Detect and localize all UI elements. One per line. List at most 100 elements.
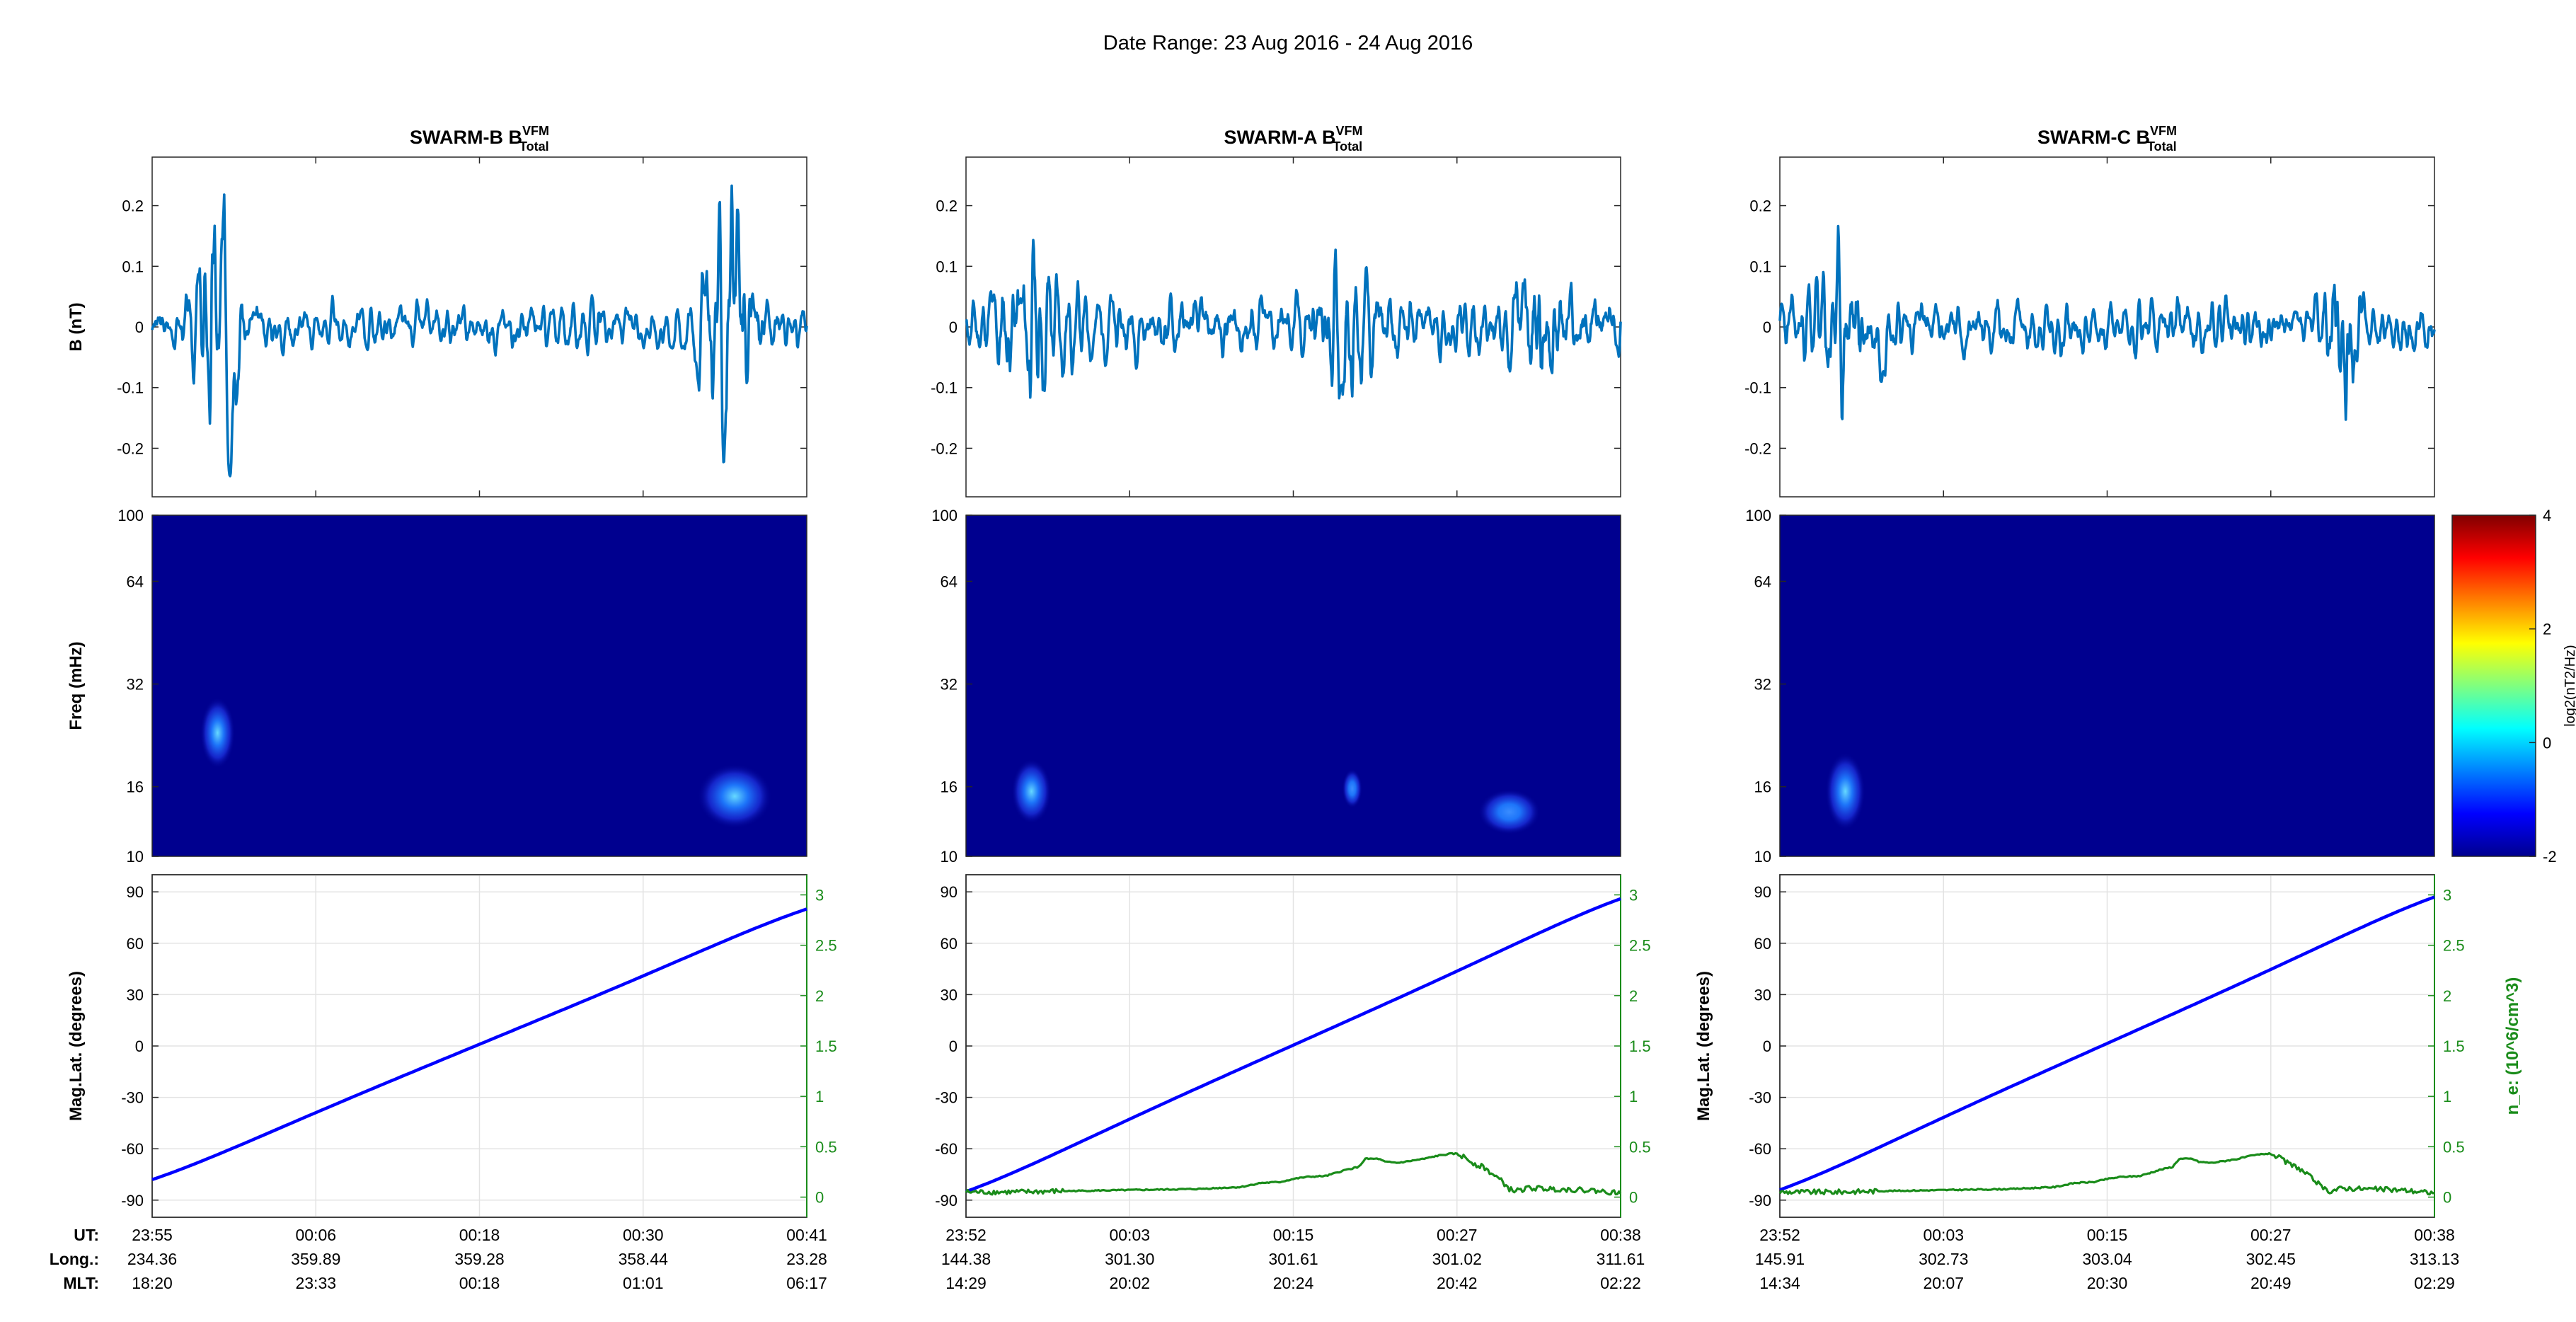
footer-mlt-label: 20:07	[1923, 1274, 1964, 1292]
orbit-right-ytick-label: 2.5	[1629, 937, 1651, 955]
orbit-ytick-label: 60	[941, 935, 958, 953]
panel-title-main: SWARM-A B	[1224, 127, 1336, 148]
orbit-ytick-label: -90	[935, 1192, 958, 1209]
footer-mlt-label: 01:01	[623, 1274, 664, 1292]
footer-long-label: 234.36	[127, 1250, 177, 1268]
orbit-ytick-label: -60	[121, 1140, 144, 1158]
spectrogram-blob	[1478, 789, 1541, 835]
orbit-right-ytick-label: 0	[2443, 1189, 2451, 1207]
b-total-trace	[965, 238, 1622, 400]
footer-mlt-label: 20:30	[2087, 1274, 2128, 1292]
panel-title-sub: Total	[2147, 139, 2177, 154]
orbit-ylabel: Mag.Lat. (degrees)	[67, 971, 86, 1121]
footer-mlt-label: 14:34	[1759, 1274, 1800, 1292]
orbit-ytick-label: -90	[121, 1192, 144, 1209]
orbit-ytick-label: -90	[1749, 1192, 1771, 1209]
colorbar	[2451, 515, 2536, 857]
panel-title-sup: VFM	[2150, 124, 2177, 138]
footer-long-label: 303.04	[2082, 1250, 2132, 1268]
colorbar-tick-label: 4	[2543, 507, 2551, 524]
orbit-right-ytick-label: 3	[2443, 886, 2451, 904]
orbit-right-ytick-label: 2	[1629, 987, 1638, 1005]
b-ytick-label: 0.1	[122, 258, 144, 275]
orbit-ytick-label: 90	[941, 883, 958, 901]
footer-ut-label: 00:15	[2087, 1226, 2128, 1244]
footer-mlt-label: 14:29	[945, 1274, 987, 1292]
footer-ut-label: 00:15	[1273, 1226, 1314, 1244]
orbit-right-ytick-label: 2.5	[2443, 937, 2465, 955]
figure-title: Date Range: 23 Aug 2016 - 24 Aug 2016	[1103, 32, 1473, 54]
footer-long-label: 359.89	[291, 1250, 340, 1268]
orbit-ytick-label: 60	[127, 935, 144, 953]
panel-swarm-c: SWARM-C BVFM Total0.20.10-0.1-0.210064321…	[1694, 124, 2522, 1292]
b-ytick-label: -0.2	[117, 439, 144, 457]
footer-long-label: 301.61	[1268, 1250, 1318, 1268]
footer-ut-label: 00:27	[1437, 1226, 1478, 1244]
spec-ytick-label: 64	[127, 573, 144, 590]
orbit-right-ytick-label: 0.5	[1629, 1138, 1651, 1156]
orbit-ytick-label: -60	[935, 1140, 958, 1158]
b-total-trace	[1778, 224, 2436, 421]
b-ytick-label: 0.2	[1749, 197, 1771, 215]
b-total-trace	[151, 184, 808, 478]
footer-mlt-label: 02:29	[2414, 1274, 2455, 1292]
orbit-right-ylabel: n_e: (10^6/cm^3)	[2503, 977, 2522, 1115]
orbit-right-ytick-label: 1.5	[815, 1038, 837, 1055]
footer-mlt-label: 18:20	[132, 1274, 173, 1292]
spec-ytick-label: 64	[1754, 573, 1771, 590]
footer-ut-label: 23:52	[1759, 1226, 1800, 1244]
mlat-line	[151, 907, 807, 1181]
spec-ytick-label: 32	[127, 676, 144, 694]
b-ytick-label: -0.1	[931, 379, 958, 397]
b-ytick-label: 0.1	[936, 258, 958, 275]
ne-line	[965, 1151, 1622, 1196]
footer-ut-label: 00:41	[786, 1226, 827, 1244]
colorbar-tick-label: 2	[2543, 621, 2551, 638]
footer-mlt-label: 06:17	[786, 1274, 827, 1292]
b-ytick-label: 0.2	[122, 197, 144, 215]
row-label-mlt: MLT:	[63, 1274, 99, 1292]
footer-mlt-label: 23:33	[295, 1274, 336, 1292]
colorbar-label: log2(nT2/Hz)	[2563, 645, 2576, 727]
spec-ytick-label: 32	[1754, 676, 1771, 694]
row-label-long: Long.:	[50, 1250, 99, 1268]
b-ytick-label: 0	[1763, 318, 1771, 336]
spectrogram-blob	[1342, 769, 1362, 808]
orbit-ytick-label: 0	[949, 1038, 958, 1055]
footer-mlt-label: 20:42	[1437, 1274, 1478, 1292]
panel-title: SWARM-A BVFM Total	[1224, 124, 1363, 154]
ne-line	[1778, 1151, 2435, 1196]
panel-title: SWARM-C BVFM Total	[2037, 124, 2177, 154]
footer-long-label: 144.38	[941, 1250, 991, 1268]
spec-ylabel: Freq (mHz)	[67, 641, 86, 730]
footer-mlt-label: 20:24	[1273, 1274, 1314, 1292]
b-ytick-label: -0.1	[117, 379, 144, 397]
orbit-ytick-label: -30	[935, 1089, 958, 1107]
footer-long-label: 302.73	[1919, 1250, 1968, 1268]
footer-mlt-label: 02:22	[1600, 1274, 1641, 1292]
footer-mlt-label: 00:18	[459, 1274, 500, 1292]
orbit-right-ytick-label: 1.5	[1629, 1038, 1651, 1055]
row-label-ut: UT:	[74, 1226, 99, 1244]
footer-ut-label: 00:30	[623, 1226, 664, 1244]
footer-long-label: 23.28	[786, 1250, 827, 1268]
footer-mlt-label: 20:49	[2250, 1274, 2292, 1292]
orbit-ylabel: Mag.Lat. (degrees)	[1694, 971, 1713, 1121]
spectrogram-blob	[200, 697, 236, 769]
spec-ytick-label: 32	[941, 676, 958, 694]
orbit-right-ytick-label: 0.5	[815, 1138, 837, 1156]
footer-ut-label: 23:55	[132, 1226, 173, 1244]
b-ytick-label: -0.1	[1744, 379, 1771, 397]
footer-long-label: 358.44	[619, 1250, 669, 1268]
footer-ut-label: 00:38	[1600, 1226, 1641, 1244]
footer-long-label: 311.61	[1597, 1250, 1645, 1268]
orbit-ytick-label: 0	[135, 1038, 144, 1055]
footer-ut-label: 00:03	[1923, 1226, 1964, 1244]
panel-title-sup: VFM	[1335, 124, 1362, 138]
spectrogram-blob	[1011, 759, 1052, 824]
b-ytick-label: 0	[135, 318, 144, 336]
orbit-ytick-label: 30	[1754, 986, 1771, 1004]
spec-ytick-label: 10	[1754, 848, 1771, 866]
